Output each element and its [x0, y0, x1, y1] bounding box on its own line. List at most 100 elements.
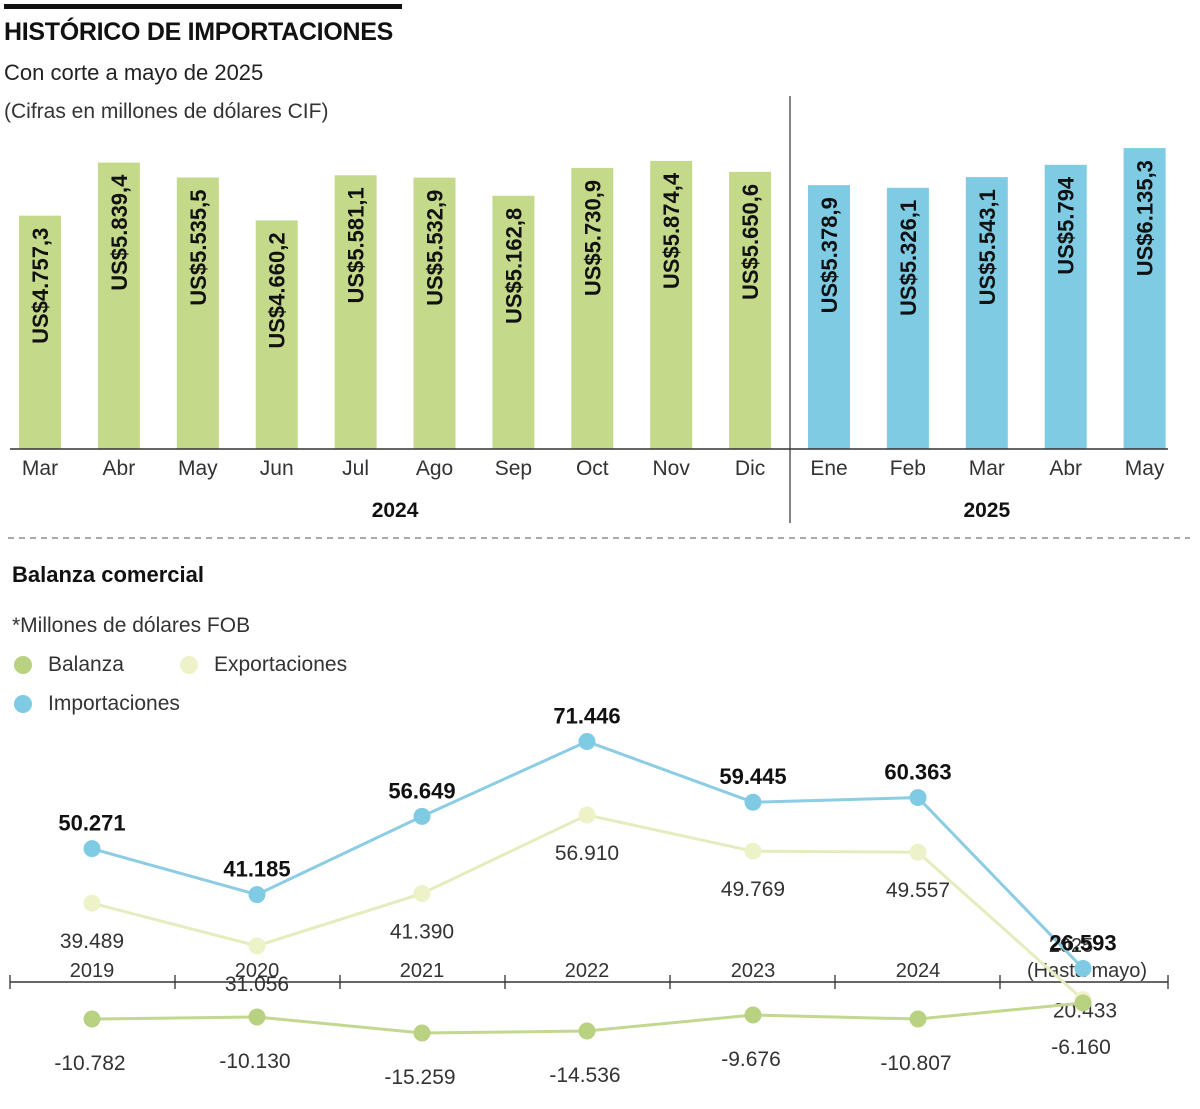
data-label-importaciones: 26.593	[1049, 930, 1116, 955]
point-exportaciones	[744, 842, 762, 860]
data-label-importaciones: 60.363	[884, 760, 951, 785]
bar-value-label: US$4.757,3	[28, 228, 53, 344]
bar-2025-may	[1123, 148, 1166, 450]
x-tick-label: May	[1125, 457, 1165, 480]
bar-2024-abr	[97, 162, 140, 449]
data-label-exportaciones: 41.390	[390, 921, 454, 944]
bar-2024-mar	[19, 215, 61, 449]
page-title: HISTÓRICO DE IMPORTACIONES	[4, 18, 393, 46]
bar-value-label: US$4.660,2	[265, 232, 290, 348]
data-label-importaciones: 71.446	[553, 703, 620, 728]
data-label-exportaciones: 39.489	[60, 930, 124, 953]
point-importaciones	[744, 793, 762, 811]
data-label-balanza: -15.259	[384, 1066, 455, 1089]
x-tick-label: Mar	[969, 457, 1005, 480]
bar-value-label: US$5.162,8	[501, 208, 526, 324]
data-label-importaciones: 41.185	[223, 857, 290, 882]
bar-2025-ene	[808, 185, 850, 449]
x-tick-label: May	[178, 457, 218, 480]
point-importaciones	[909, 789, 927, 807]
point-importaciones	[83, 840, 101, 858]
point-importaciones	[578, 732, 596, 750]
bar-value-label: US$5.581,1	[344, 187, 369, 303]
data-label-balanza: -10.807	[880, 1052, 951, 1075]
x-tick-label: Sep	[495, 457, 532, 480]
x-tick-label: 2020	[235, 960, 280, 982]
point-exportaciones	[578, 806, 596, 824]
x-tick-label: 2022	[565, 960, 610, 982]
point-exportaciones	[83, 894, 101, 912]
data-label-balanza: -10.782	[54, 1052, 125, 1075]
bar-value-label: US$5.839,4	[107, 174, 132, 291]
x-tick-label: 2021	[400, 960, 445, 982]
bar-value-label: US$5.874,4	[659, 172, 684, 289]
x-tick-label: 2019	[70, 960, 115, 982]
importaciones-dot-icon	[14, 695, 32, 713]
x-tick-label: Nov	[653, 457, 691, 480]
data-label-importaciones: 56.649	[388, 778, 455, 803]
bar-value-label: US$5.794	[1054, 176, 1079, 275]
point-balanza	[413, 1024, 431, 1042]
bar-2025-abr	[1044, 164, 1087, 449]
x-tick-label: Ene	[810, 457, 847, 480]
bar-2024-jul	[334, 175, 377, 450]
x-tick-label: 2025	[1049, 935, 1094, 957]
point-importaciones	[248, 886, 266, 904]
point-balanza	[248, 1008, 266, 1026]
point-importaciones	[1074, 959, 1092, 977]
point-balanza	[1074, 994, 1092, 1012]
bar-value-label: US$5.378,9	[817, 197, 842, 313]
data-label-exportaciones: 56.910	[555, 842, 619, 865]
data-label-balanza: -10.130	[219, 1050, 290, 1073]
bar-value-label: US$5.532,9	[423, 190, 448, 306]
units-note: (Cifras en millones de dólares CIF)	[4, 100, 329, 123]
legend-label-exportaciones: Exportaciones	[214, 653, 348, 676]
x-tick-label: Abr	[1049, 457, 1082, 480]
point-balanza	[909, 1010, 927, 1028]
x-tick-label: Ago	[416, 457, 453, 480]
bar-value-label: US$5.730,9	[580, 180, 605, 296]
point-exportaciones	[413, 885, 431, 903]
year-group-label: 2025	[963, 499, 1010, 522]
point-balanza	[744, 1006, 762, 1024]
data-label-exportaciones: 49.557	[886, 879, 950, 902]
x-tick-label: 2024	[896, 960, 941, 982]
bar-value-label: US$6.135,3	[1133, 160, 1158, 276]
bar-2024-dic	[729, 171, 772, 450]
bar-2024-nov	[650, 160, 693, 449]
x-tick-label: 2023	[731, 960, 776, 982]
x-tick-label: Dic	[735, 457, 765, 480]
data-label-balanza: -9.676	[721, 1048, 781, 1071]
point-importaciones	[413, 807, 431, 825]
exportaciones-dot-icon	[180, 656, 198, 674]
data-label-importaciones: 59.445	[719, 764, 786, 789]
data-label-exportaciones: 49.769	[721, 878, 785, 901]
bar-value-label: US$5.650,6	[738, 184, 763, 300]
x-tick-label: Oct	[576, 457, 609, 480]
bar-2024-sep	[492, 195, 535, 449]
x-tick-label: Abr	[103, 457, 136, 480]
year-group-label: 2024	[372, 499, 419, 522]
page-subtitle: Con corte a mayo de 2025	[4, 60, 264, 85]
x-tick-label: Jul	[342, 457, 369, 480]
point-balanza	[578, 1022, 596, 1040]
bar-2025-feb	[886, 187, 929, 450]
legend-item-importaciones: Importaciones	[14, 691, 180, 717]
balanza-title: Balanza comercial	[12, 562, 204, 587]
legend-item-exportaciones: Exportaciones	[180, 652, 347, 678]
bar-2024-oct	[571, 167, 614, 449]
data-label-balanza: -14.536	[549, 1064, 620, 1087]
data-label-exportaciones: 31.056	[225, 973, 289, 996]
bar-value-label: US$5.535,5	[186, 189, 211, 305]
point-balanza	[83, 1010, 101, 1028]
bar-2024-ago	[413, 177, 456, 449]
bar-value-label: US$5.543,1	[975, 189, 1000, 305]
bar-value-label: US$5.326,1	[896, 200, 921, 316]
bar-2024-may	[176, 177, 219, 450]
bar-2024-jun	[255, 220, 298, 449]
x-tick-label: Mar	[22, 457, 58, 480]
legend-item-balanza: Balanza	[14, 652, 124, 678]
x-tick-label: Feb	[890, 457, 926, 480]
point-exportaciones	[909, 843, 927, 861]
